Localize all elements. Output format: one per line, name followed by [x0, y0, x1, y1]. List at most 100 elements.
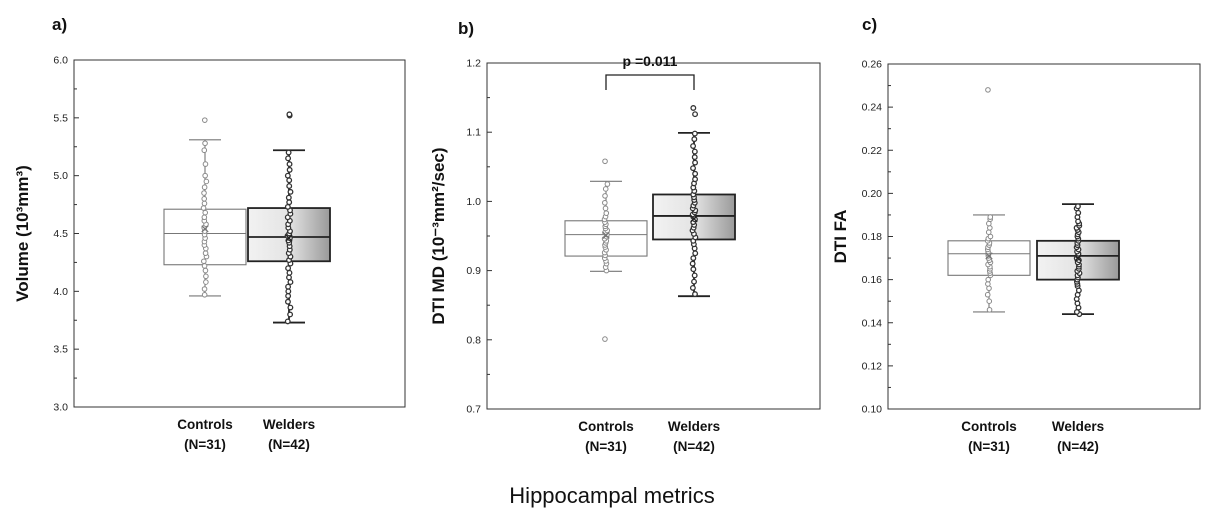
y-tick-label: 4.5 [53, 228, 68, 240]
data-point [286, 269, 293, 276]
panel-label: a) [52, 15, 67, 34]
data-point [287, 304, 294, 311]
data-point [203, 273, 209, 280]
data-point [690, 255, 697, 262]
y-tick-label: 1.0 [466, 196, 481, 208]
y-tick-label: 0.14 [862, 317, 883, 329]
p-value-annotation: p =0.011 [623, 53, 678, 69]
data-point [691, 148, 698, 155]
data-point [286, 111, 293, 118]
data-point [201, 286, 208, 292]
y-tick-label: 0.12 [862, 360, 883, 372]
x-category-label: Controls [961, 419, 1017, 434]
data-point [692, 291, 698, 298]
panel-label: b) [458, 19, 474, 38]
group-welders [1036, 203, 1120, 318]
mean-marker [201, 225, 209, 233]
x-category-n: (N=42) [1057, 439, 1099, 454]
y-tick-label: 5.5 [53, 112, 68, 124]
y-tick-label: 0.9 [466, 265, 481, 277]
data-point [201, 184, 208, 191]
y-tick-label: 0.24 [862, 102, 883, 114]
y-tick-label: 5.0 [53, 170, 68, 182]
data-point [690, 143, 697, 149]
data-point [284, 318, 291, 325]
data-point [690, 165, 696, 172]
x-category-label: Welders [668, 419, 720, 434]
data-point [602, 199, 608, 206]
x-category-n: (N=42) [268, 437, 310, 452]
data-point [691, 130, 698, 137]
data-point [286, 199, 293, 206]
data-point [691, 272, 698, 279]
data-point [692, 250, 699, 257]
data-point [691, 154, 698, 161]
data-point [201, 292, 208, 298]
y-tick-label: 0.18 [862, 231, 883, 243]
data-point [286, 166, 293, 173]
group-controls [947, 87, 1031, 313]
data-point [285, 194, 292, 201]
data-point [285, 149, 292, 156]
data-point [987, 214, 994, 220]
data-point [602, 158, 608, 165]
y-axis-label: Volume (10³mm³) [13, 165, 32, 302]
data-point [202, 250, 209, 256]
data-point [201, 263, 208, 269]
data-point [201, 258, 207, 265]
y-tick-label: 0.16 [862, 274, 883, 286]
y-tick-label: 0.22 [862, 145, 883, 157]
significance-bracket [605, 74, 695, 90]
data-point [602, 193, 608, 199]
data-point [286, 161, 293, 168]
data-point [689, 284, 696, 291]
x-axis-title: Hippocampal metrics [509, 483, 714, 508]
data-point [202, 140, 208, 147]
y-tick-label: 3.5 [53, 344, 68, 356]
plot-frame [887, 63, 1201, 410]
data-point [692, 176, 699, 183]
panel-2: b) DTI MD (10⁻³mm²/sec) 0.7 0.8 0.9 1.0 1.1 1.2… [429, 19, 821, 454]
data-point [985, 87, 991, 93]
data-point [203, 279, 209, 285]
data-point [986, 298, 993, 304]
x-category-n: (N=31) [585, 439, 627, 454]
data-point [203, 178, 210, 185]
data-point [286, 177, 293, 184]
group-welders [247, 111, 331, 325]
group-controls [163, 117, 247, 298]
data-point [201, 200, 208, 207]
data-point [692, 170, 699, 177]
data-point [285, 283, 292, 290]
y-tick-label: 0.26 [862, 59, 883, 71]
x-category-n: (N=31) [184, 437, 226, 452]
data-point [689, 260, 696, 267]
y-tick-label: 0.10 [862, 404, 883, 416]
data-point [285, 293, 292, 299]
x-category-label: Welders [1052, 419, 1104, 434]
data-point [287, 279, 294, 286]
y-tick-label: 6.0 [53, 55, 68, 67]
y-tick-label: 4.0 [53, 286, 68, 298]
data-point [285, 288, 292, 295]
data-point [201, 147, 208, 154]
data-point [285, 155, 292, 162]
x-category-label: Controls [578, 419, 634, 434]
group-controls [564, 158, 648, 342]
data-point [286, 274, 292, 281]
mean-marker [602, 231, 610, 239]
data-point [602, 336, 608, 342]
y-axis-label: DTI FA [831, 210, 850, 264]
panel-label: c) [862, 15, 877, 34]
mean-marker [285, 234, 293, 242]
data-point [284, 172, 291, 179]
data-point [986, 307, 993, 313]
data-point [602, 186, 609, 192]
data-point [692, 159, 699, 166]
data-point [690, 105, 697, 111]
data-point [202, 172, 208, 179]
data-point [202, 267, 209, 274]
data-point [285, 298, 291, 305]
data-point [692, 111, 699, 118]
